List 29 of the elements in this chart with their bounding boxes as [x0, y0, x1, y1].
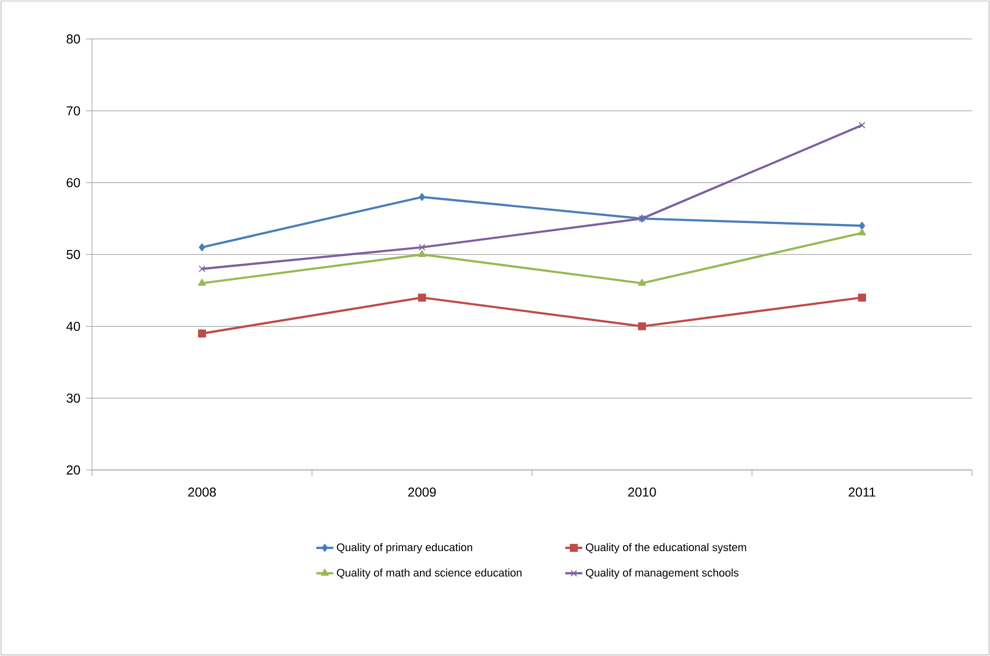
point	[858, 294, 866, 302]
legend-label: Quality of management schools	[586, 568, 738, 579]
y-tick-label: 60	[66, 178, 80, 188]
x-tick-label: 2010	[628, 488, 656, 497]
point	[638, 278, 646, 286]
point	[858, 228, 866, 236]
point	[418, 294, 426, 302]
point	[418, 193, 426, 202]
x-tick-label: 2011	[848, 488, 876, 497]
point	[198, 243, 206, 252]
point	[198, 278, 206, 286]
y-tick-label: 40	[66, 322, 80, 331]
point	[418, 244, 426, 251]
x-tick-label: 2008	[188, 488, 216, 497]
legend-label: Quality of math and science education	[336, 568, 522, 579]
y-tick-label: 80	[66, 34, 80, 44]
y-tick-label: 70	[66, 106, 80, 116]
point	[858, 222, 866, 230]
x-tick-label: 2009	[408, 488, 436, 497]
point	[418, 250, 426, 257]
point	[638, 322, 646, 330]
legend-label: Quality of the educational system	[586, 543, 746, 554]
point	[198, 266, 206, 272]
y-tick-label: 30	[66, 394, 80, 403]
point	[198, 330, 206, 338]
y-tick-label: 50	[66, 250, 80, 260]
point	[858, 122, 866, 129]
y-tick-label: 20	[66, 465, 80, 475]
legend-label: Quality of primary education	[336, 543, 472, 554]
